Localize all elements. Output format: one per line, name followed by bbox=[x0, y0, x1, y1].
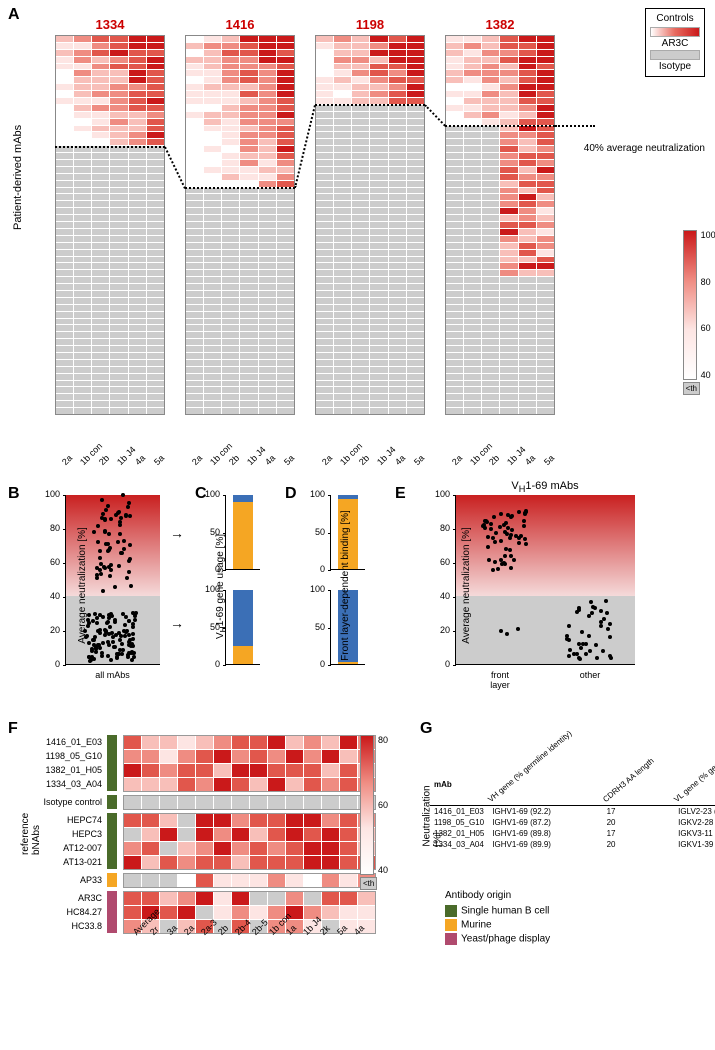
legend-title: Antibody origin bbox=[445, 890, 550, 901]
ar3c-label: AR3C bbox=[650, 38, 700, 49]
colorbar-labels: 100806040 bbox=[701, 230, 715, 380]
colorbar-f: 806040 Neutralization [%] <th bbox=[360, 735, 377, 890]
panel-c: 050100 050100 VH1-69 gene usage [%] bbox=[225, 495, 260, 665]
panel-b-label: B bbox=[8, 485, 20, 503]
sample-title: 1416 bbox=[185, 17, 295, 32]
th-box-a: <th bbox=[683, 382, 700, 395]
legend-origin: Antibody origin Single human B cell Murin… bbox=[445, 890, 550, 947]
row-label: AP33 bbox=[25, 873, 105, 887]
th-box-f: <th bbox=[360, 877, 377, 890]
panel-b: Average neutralization [%] 020406080100 … bbox=[65, 495, 160, 665]
panel-e-title: VH1-69 mAbs bbox=[455, 480, 635, 494]
threshold-annotation: 40% average neutralization bbox=[584, 143, 705, 154]
bar-top-blue bbox=[233, 495, 253, 502]
sample-title: 1334 bbox=[55, 17, 165, 32]
isotype-box bbox=[650, 50, 700, 60]
panel-c-ylabel: VH1-69 gene usage [%] bbox=[215, 534, 228, 639]
row-label: 1416_01_E03 bbox=[25, 735, 105, 749]
row-label: HC84.27 bbox=[25, 905, 105, 919]
colorbar-f-gradient bbox=[360, 735, 374, 875]
table-g: mAbVH gene (% germline identity)CDRH3 AA… bbox=[430, 765, 715, 850]
row-label: Isotype control bbox=[25, 795, 105, 809]
panel-d-label: D bbox=[285, 485, 297, 503]
panel-e-label: E bbox=[395, 485, 406, 503]
bar-d-top-blue bbox=[338, 495, 358, 499]
panel-b-ylabel: Average neutralization [%] bbox=[77, 527, 88, 644]
isotype-label: Isotype bbox=[650, 61, 700, 72]
row-label: HC33.8 bbox=[25, 919, 105, 933]
panel-a: A Patient-derived mAbs 13342a1b con2b1b … bbox=[0, 0, 715, 475]
ar3c-gradient bbox=[650, 27, 700, 37]
colorbar-f-labels: 806040 bbox=[378, 735, 388, 875]
bar-d-bot-orange bbox=[338, 662, 358, 664]
legend-item: Yeast/phage display bbox=[445, 933, 550, 945]
arrow-icon: → bbox=[170, 525, 184, 541]
panel-e-ylabel: Average neutralization [%] bbox=[461, 527, 472, 644]
panel-e: VH1-69 mAbs Average neutralization [%] 0… bbox=[455, 495, 635, 665]
controls-legend: Controls AR3C Isotype bbox=[645, 8, 705, 77]
row-label: AT13-021 bbox=[25, 855, 105, 869]
origin-strip bbox=[107, 873, 117, 887]
panel-a-label: A bbox=[8, 6, 20, 24]
sample-title: 1382 bbox=[445, 17, 555, 32]
panel-e-xlabel2: other bbox=[545, 670, 635, 680]
control-isotype bbox=[650, 50, 700, 60]
arrow-icon: → bbox=[170, 615, 184, 631]
colorbar-gradient bbox=[683, 230, 697, 380]
origin-strip bbox=[107, 735, 117, 791]
panel-e-xlabel1: frontlayer bbox=[455, 670, 545, 690]
ref-bnabs-label: reference bNAbs bbox=[20, 813, 42, 855]
panel-g-label: G bbox=[420, 720, 432, 738]
panel-d: 050100 050100 Front layer-dependent bind… bbox=[330, 495, 365, 665]
bg-above-e bbox=[456, 495, 635, 596]
origin-strip bbox=[107, 891, 117, 933]
bar-top-orange bbox=[233, 495, 253, 569]
legend-item: Murine bbox=[445, 919, 550, 931]
origin-strip bbox=[107, 813, 117, 869]
panel-a-ylabel: Patient-derived mAbs bbox=[12, 125, 24, 230]
panel-d-ylabel: Front layer-dependent binding [%] bbox=[340, 510, 351, 661]
panel-f-label: F bbox=[8, 720, 18, 738]
sample-title: 1198 bbox=[315, 17, 425, 32]
row-label: 1382_01_H05 bbox=[25, 763, 105, 777]
row-label: 1334_03_A04 bbox=[25, 777, 105, 791]
bar-bot-orange bbox=[233, 646, 253, 665]
controls-title: Controls bbox=[650, 13, 700, 24]
colorbar-a: 100806040 Neutralization [%] <th bbox=[683, 230, 700, 395]
legend-item: Single human B cell bbox=[445, 905, 550, 917]
control-ar3c bbox=[650, 27, 700, 37]
panel-g: mAbVH gene (% germline identity)CDRH3 AA… bbox=[430, 765, 715, 850]
panel-b-xlabel: all mAbs bbox=[65, 670, 160, 680]
row-label: AR3C bbox=[25, 891, 105, 905]
row-label: 1198_05_G10 bbox=[25, 749, 105, 763]
